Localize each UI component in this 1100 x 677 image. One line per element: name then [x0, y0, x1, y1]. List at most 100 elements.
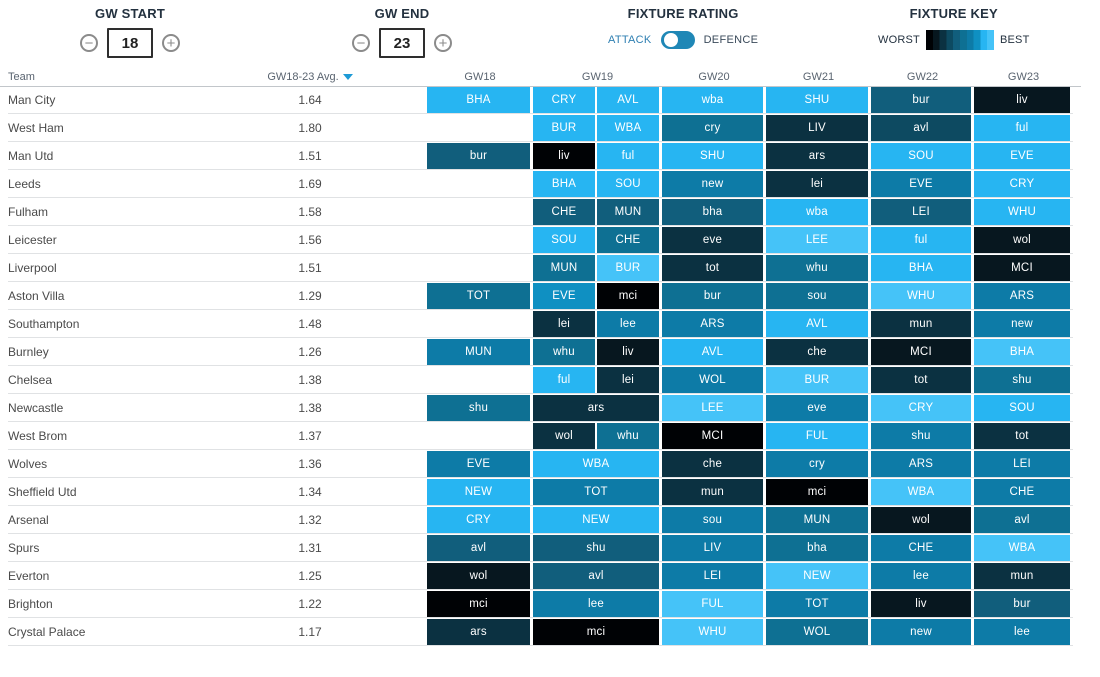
gw-end-plus-button[interactable]: +: [434, 34, 452, 52]
avg-value: 1.56: [298, 232, 322, 247]
fixture-cell: AVL: [766, 310, 868, 337]
table-row: Spurs 1.31 avl shu LIV bha CHE WBA: [8, 534, 1073, 562]
fixture-cell: TOT: [533, 478, 659, 505]
table-row: Leicester 1.56 SOU CHE eve LEE ful wol: [8, 226, 1073, 254]
fixture-cell: CHE: [871, 534, 971, 561]
fixture-cell: new: [871, 618, 971, 645]
fixture-cell: sou: [766, 282, 868, 309]
fixture-cell: cry: [662, 114, 763, 141]
attack-label[interactable]: ATTACK: [608, 34, 652, 46]
fixture-cell: SHU: [766, 86, 868, 113]
gw-start-plus-button[interactable]: +: [162, 34, 180, 52]
fixture-cell: eve: [766, 394, 868, 421]
avg-value: 1.29: [298, 288, 322, 303]
fixture-cell: CHE: [533, 198, 595, 225]
gw-end-control: GW END − 23 +: [352, 6, 452, 58]
fixture-cell: MUN: [597, 198, 659, 225]
table-row: Wolves 1.36 EVE WBA che cry ARS LEI: [8, 450, 1073, 478]
fixture-cell: AVL: [597, 86, 659, 113]
fixture-cell: shu: [974, 366, 1070, 393]
sort-desc-icon: [342, 74, 353, 80]
team-name: Leicester: [8, 232, 57, 247]
fixture-key-gradient: [925, 30, 994, 50]
team-name: Spurs: [8, 540, 40, 555]
avg-value: 1.38: [298, 372, 322, 387]
fixture-cell: EVE: [974, 142, 1070, 169]
fixture-cell: bur: [871, 86, 971, 113]
fixture-cell: lee: [533, 590, 659, 617]
fixture-cell: ars: [766, 142, 868, 169]
team-name: West Ham: [8, 120, 64, 135]
avg-value: 1.80: [298, 120, 322, 135]
fixture-cell: FUL: [662, 590, 763, 617]
gw-start-value[interactable]: 18: [107, 28, 153, 58]
fixture-cell: WHU: [662, 618, 763, 645]
column-header-gw18: GW18: [464, 70, 496, 83]
fixture-cell: BHA: [427, 86, 530, 113]
avg-value: 1.36: [298, 456, 322, 471]
fixture-cell: wba: [662, 86, 763, 113]
team-name: Fulham: [8, 204, 49, 219]
fixture-cell: NEW: [427, 478, 530, 505]
fixture-cell: new: [974, 310, 1070, 337]
gw-start-minus-button[interactable]: −: [80, 34, 98, 52]
team-name: Newcastle: [8, 400, 64, 415]
fixture-cell: WBA: [871, 478, 971, 505]
table-header: Team GW18-23 Avg. GW18 GW19 GW20 GW21 GW…: [0, 68, 1081, 87]
avg-value: 1.51: [298, 148, 322, 163]
gw-end-value[interactable]: 23: [379, 28, 425, 58]
fixture-cell: wol: [974, 226, 1070, 253]
fixture-cell: sou: [662, 506, 763, 533]
table-row: Arsenal 1.32 CRY NEW sou MUN wol avl: [8, 506, 1073, 534]
fixture-cell: MCI: [662, 422, 763, 449]
defence-label[interactable]: DEFENCE: [703, 34, 759, 46]
avg-value: 1.58: [298, 204, 322, 219]
team-name: West Brom: [8, 428, 68, 443]
fixture-cell: avl: [427, 534, 530, 561]
fixture-cell: wol: [871, 506, 971, 533]
fixture-rating-control: FIXTURE RATING ATTACK DEFENCE: [608, 6, 758, 49]
fixture-cell: CHE: [597, 226, 659, 253]
column-header-avg-sort[interactable]: GW18-23 Avg.: [240, 71, 380, 83]
table-row: West Ham 1.80 BUR WBA cry LIV avl ful: [8, 114, 1073, 142]
fixture-key-label: FIXTURE KEY: [909, 6, 998, 21]
team-name: Southampton: [8, 316, 80, 331]
fixture-cell: avl: [974, 506, 1070, 533]
fixture-cell: CRY: [427, 506, 530, 533]
fixture-cell: mci: [533, 618, 659, 645]
gw-end-minus-button[interactable]: −: [352, 34, 370, 52]
table-row: Fulham 1.58 CHE MUN bha wba LEI WHU: [8, 198, 1073, 226]
team-name: Brighton: [8, 596, 53, 611]
team-name: Sheffield Utd: [8, 484, 77, 499]
column-header-gw23: GW23: [1007, 70, 1040, 83]
fixture-cell: ARS: [974, 282, 1070, 309]
fixture-cell: ful: [533, 366, 595, 393]
fixture-cell: BUR: [533, 114, 595, 141]
attack-defence-toggle[interactable]: [660, 31, 695, 49]
fixture-cell: CHE: [974, 478, 1070, 505]
team-name: Arsenal: [8, 512, 49, 527]
team-name: Burnley: [8, 344, 49, 359]
avg-value: 1.17: [298, 624, 322, 639]
fixture-cell: CRY: [871, 394, 971, 421]
table-row: Everton 1.25 wol avl LEI NEW lee mun: [8, 562, 1073, 590]
fixture-cell: MUN: [533, 254, 595, 281]
fixture-cell: tot: [662, 254, 763, 281]
fixture-rating-label: FIXTURE RATING: [627, 6, 739, 21]
fixture-cell: whu: [766, 254, 868, 281]
fixture-cell: NEW: [766, 562, 868, 589]
fixture-cell: bur: [974, 590, 1070, 617]
avg-value: 1.37: [298, 428, 322, 443]
avg-value: 1.64: [298, 92, 322, 107]
column-header-gw22: GW22: [906, 70, 939, 83]
avg-value: 1.26: [298, 344, 322, 359]
avg-value: 1.34: [298, 484, 322, 499]
avg-value: 1.38: [298, 400, 322, 415]
gw-end-label: GW END: [374, 6, 430, 21]
fixture-cell: LEE: [766, 226, 868, 253]
fixture-cell: lee: [871, 562, 971, 589]
fixture-cell: WBA: [597, 114, 659, 141]
team-name: Leeds: [8, 176, 41, 191]
column-header-gw21: GW21: [802, 70, 835, 83]
fixture-cell: CRY: [974, 170, 1070, 197]
